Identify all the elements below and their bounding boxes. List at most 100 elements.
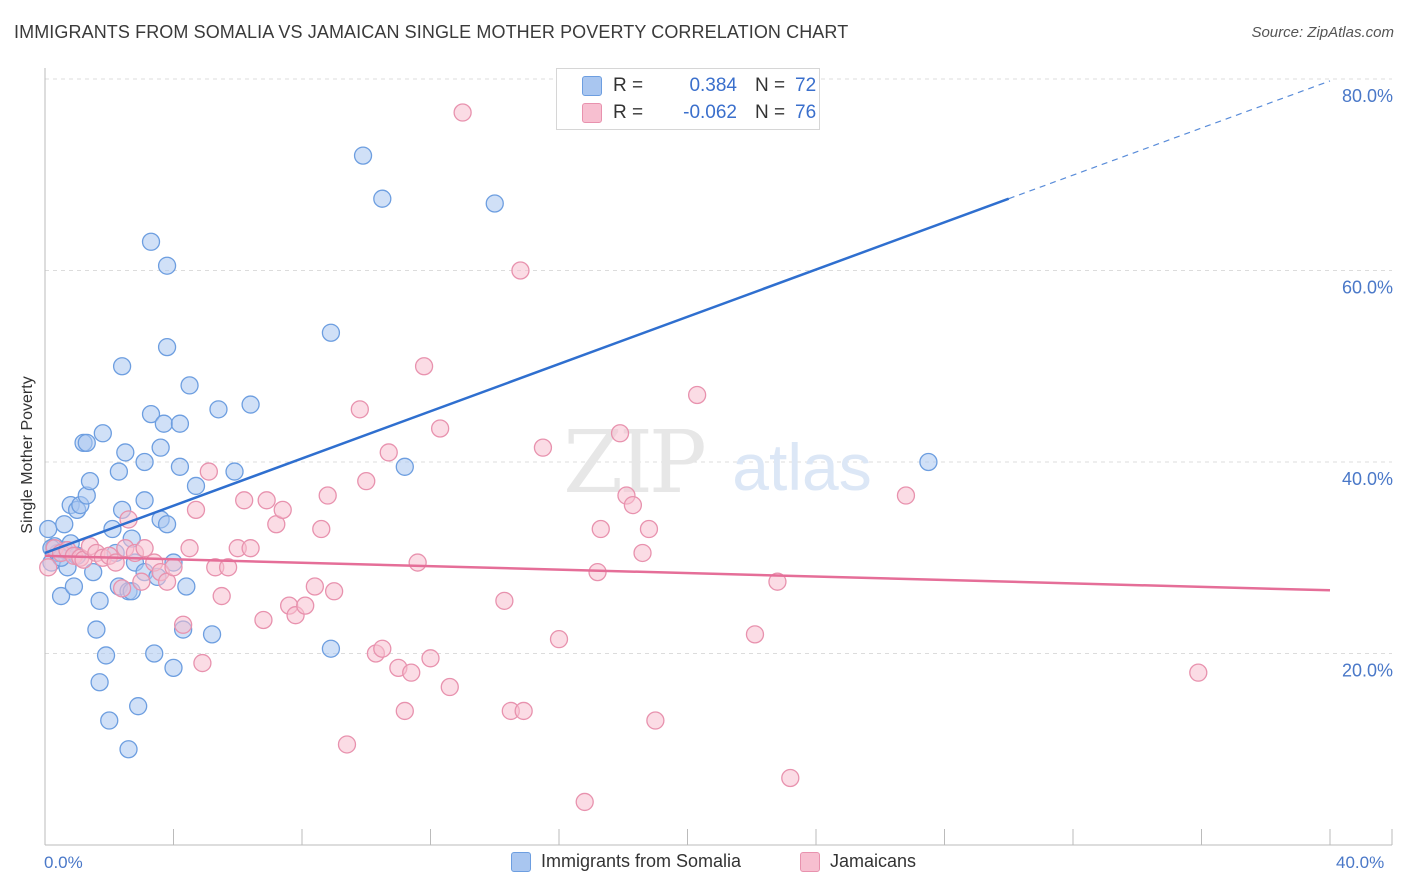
jamaican-point <box>768 572 787 591</box>
r-value: -0.062 <box>683 102 737 123</box>
jamaican-point <box>440 677 459 697</box>
somalia-point <box>90 591 109 610</box>
jamaican-point <box>173 615 193 634</box>
stats-legend: R = 0.384 N = 72 R = -0.062 N = 76 <box>556 68 820 130</box>
jamaican-point <box>633 543 652 563</box>
jamaican-point <box>135 539 154 558</box>
legend-item-somalia: Immigrants from Somalia <box>511 851 741 872</box>
jamaican-point <box>646 711 665 730</box>
jamaican-point <box>318 486 337 505</box>
jamaican-point <box>395 701 414 721</box>
somalia-point <box>77 433 96 453</box>
somalia-point <box>112 357 132 376</box>
somalia-point <box>353 146 373 165</box>
somalia-point <box>80 471 100 491</box>
somalia-point <box>177 577 196 596</box>
jamaican-point <box>430 419 450 438</box>
jamaican-point <box>296 596 315 615</box>
somalia-point <box>145 644 164 663</box>
somalia-point <box>135 491 154 510</box>
stats-row-somalia: R = 0.384 N = 72 <box>582 73 817 99</box>
jamaican-point <box>312 519 331 539</box>
somalia-point <box>321 639 341 658</box>
jamaican-point <box>350 400 369 419</box>
somalia-point <box>241 395 260 414</box>
n-label: N = <box>755 75 786 96</box>
jamaican-point <box>639 519 659 539</box>
somalia-point <box>100 711 119 730</box>
jamaican-point <box>373 639 392 658</box>
somalia-point <box>90 673 109 692</box>
jamaican-point <box>305 577 325 596</box>
somalia-point <box>87 620 106 639</box>
x-tick-label-max: 40.0% <box>1336 853 1385 872</box>
somalia-point <box>485 194 504 213</box>
somalia-trend-line <box>44 197 1010 555</box>
y-tick-label: 20.0% <box>1342 661 1393 681</box>
jamaican-point <box>39 558 58 577</box>
jamaican-point <box>164 558 183 577</box>
jamaican-point <box>218 558 238 577</box>
jamaican-point <box>112 579 132 598</box>
somalia-point <box>225 462 244 481</box>
jamaican-point <box>591 519 610 539</box>
somalia-point <box>116 443 135 462</box>
jamaican-point <box>357 471 376 491</box>
legend-item-jamaicans: Jamaicans <box>800 851 916 872</box>
legend-label-jamaicans: Jamaicans <box>830 851 917 871</box>
jamaican-point <box>402 663 421 682</box>
jamaican-point <box>623 495 643 515</box>
jamaican-point <box>180 539 199 558</box>
jamaican-point <box>186 500 206 520</box>
jamaican-point <box>414 357 434 376</box>
jamaican-point <box>549 629 569 649</box>
jamaican-point <box>254 610 273 630</box>
jamaican-point <box>575 792 594 812</box>
jamaican-point <box>896 486 916 505</box>
somalia-point <box>129 697 148 716</box>
somalia-point <box>154 414 174 433</box>
jamaican-point <box>273 500 292 520</box>
somalia-point <box>109 462 129 481</box>
somalia-point <box>373 189 392 208</box>
somalia-point <box>64 577 84 596</box>
somalia-point <box>164 658 183 678</box>
somalia-point <box>157 256 177 275</box>
y-tick-label: 40.0% <box>1342 469 1393 489</box>
legend-label-somalia: Immigrants from Somalia <box>541 851 742 871</box>
jamaican-point <box>495 591 514 610</box>
somalia-point <box>170 414 190 433</box>
somalia-point <box>119 740 138 759</box>
jamaican-point <box>745 625 765 644</box>
jamaican-point <box>453 103 472 122</box>
source-label: Source: ZipAtlas.com <box>1251 24 1394 41</box>
jamaicans-swatch-icon <box>582 103 602 123</box>
somalia-point <box>209 400 228 419</box>
jamaican-point <box>193 653 212 673</box>
jamaican-point <box>241 539 260 558</box>
n-value: 72 <box>795 75 817 96</box>
jamaican-point <box>337 735 357 754</box>
somalia-trend-extension <box>1008 80 1331 200</box>
jamaican-point <box>235 491 254 510</box>
somalia-point <box>141 404 161 424</box>
jamaican-point <box>610 424 630 443</box>
somalia-legend-swatch-icon <box>511 851 531 872</box>
somalia-swatch-icon <box>582 76 602 96</box>
chart-title: IMMIGRANTS FROM SOMALIA VS JAMAICAN SING… <box>14 22 849 42</box>
somalia-point <box>186 476 206 496</box>
somalia-point <box>170 457 190 476</box>
somalia-point <box>151 438 170 457</box>
x-tick-label-min: 0.0% <box>44 853 83 872</box>
somalia-point <box>157 337 177 357</box>
somalia-point <box>93 424 112 443</box>
jamaican-point <box>379 443 398 462</box>
somalia-point <box>919 452 938 472</box>
jamaican-point <box>511 261 530 280</box>
jamaicans-legend-swatch-icon <box>800 851 820 872</box>
jamaican-point <box>212 586 231 606</box>
somalia-point <box>180 376 199 395</box>
jamaican-point <box>257 491 276 510</box>
jamaican-point <box>132 572 151 591</box>
